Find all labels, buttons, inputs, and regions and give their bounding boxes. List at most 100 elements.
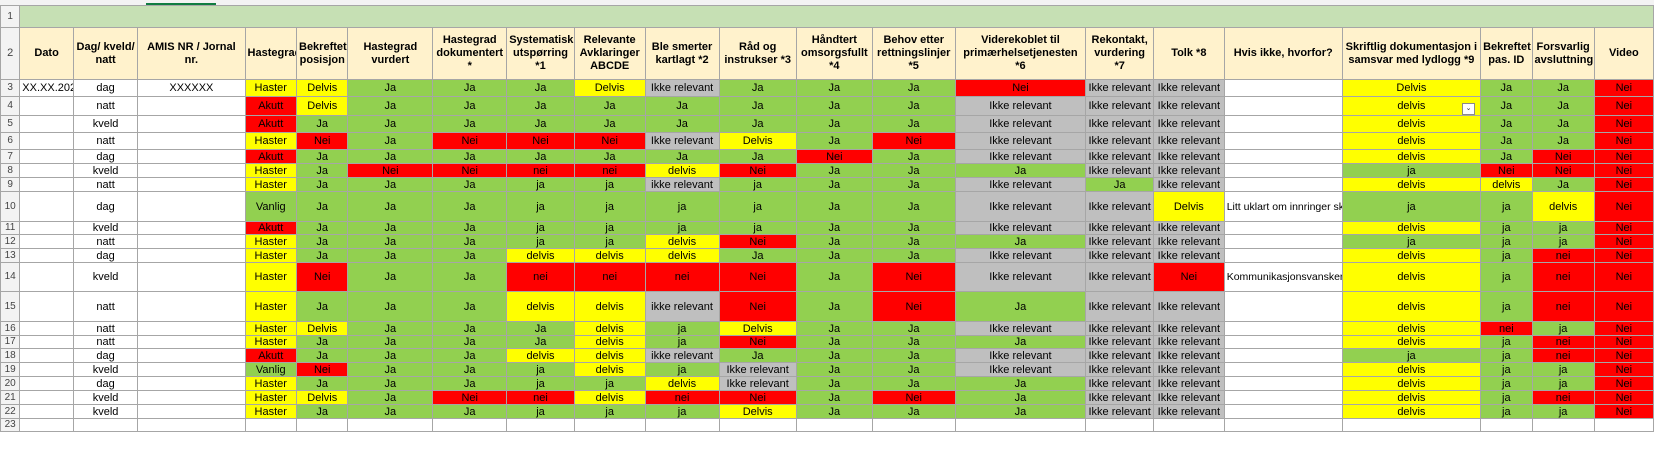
table-cell[interactable] (137, 234, 246, 249)
table-cell[interactable]: ja (506, 376, 575, 391)
table-cell[interactable]: Kommunikasjonsvansker (1223, 262, 1343, 292)
table-cell[interactable]: Ja (1480, 96, 1533, 116)
table-cell[interactable]: Ja (573, 149, 646, 164)
table-cell[interactable] (72, 418, 139, 432)
table-cell[interactable]: Nei (1152, 262, 1225, 292)
table-cell[interactable]: Ikke relevant (644, 132, 720, 150)
table-cell[interactable]: ja (644, 335, 720, 349)
row-number[interactable]: 11 (0, 221, 21, 235)
table-cell[interactable]: Ja (432, 149, 508, 164)
column-header[interactable]: Hastegrad dokumentert * (432, 27, 508, 80)
table-cell[interactable]: delvis (1531, 191, 1595, 222)
table-cell[interactable]: kveld (72, 221, 139, 235)
table-cell[interactable]: ja (1531, 404, 1595, 419)
table-cell[interactable]: ja (1531, 234, 1595, 249)
table-cell[interactable]: Ja (718, 96, 797, 116)
table-cell[interactable]: Ja (795, 79, 873, 97)
table-cell[interactable]: Haster (244, 291, 298, 322)
table-cell[interactable]: nei (573, 163, 646, 178)
table-cell[interactable] (1223, 163, 1343, 178)
row-number[interactable]: 5 (0, 115, 21, 133)
table-cell[interactable]: Nei (1480, 163, 1533, 178)
table-cell[interactable]: ja (1480, 404, 1533, 419)
table-cell[interactable]: ja (718, 177, 797, 192)
table-cell[interactable] (137, 390, 246, 405)
table-cell[interactable]: delvis (644, 234, 720, 249)
table-cell[interactable]: Ikke relevant (1152, 132, 1225, 150)
table-cell[interactable]: Ikke relevant (954, 132, 1087, 150)
table-cell[interactable] (1223, 248, 1343, 263)
table-cell[interactable]: Ja (432, 115, 508, 133)
table-cell[interactable]: Ikke relevant (1152, 376, 1225, 391)
table-cell[interactable]: ja (506, 177, 575, 192)
table-cell[interactable]: ja (506, 191, 575, 222)
table-cell[interactable]: Nei (871, 390, 956, 405)
table-cell[interactable]: delvis (644, 376, 720, 391)
column-header[interactable]: Dag/ kveld/ natt (72, 27, 139, 80)
row-number[interactable]: 9 (0, 177, 21, 192)
table-cell[interactable]: Ja (795, 376, 873, 391)
table-cell[interactable]: Ja (795, 115, 873, 133)
row-number[interactable]: 16 (0, 321, 21, 336)
table-cell[interactable]: delvis (506, 248, 575, 263)
table-cell[interactable]: Ja (347, 404, 434, 419)
table-cell[interactable]: kveld (72, 115, 139, 133)
table-cell[interactable]: Haster (244, 234, 298, 249)
table-cell[interactable] (1223, 291, 1343, 322)
table-cell[interactable]: Akutt (244, 221, 298, 235)
table-cell[interactable]: Ja (795, 321, 873, 336)
row-number[interactable]: 8 (0, 163, 21, 178)
table-cell[interactable]: Ja (795, 404, 873, 419)
row-number[interactable]: 18 (0, 348, 21, 363)
column-header[interactable]: Systematisk utspørring *1 (506, 27, 575, 80)
table-cell[interactable] (295, 418, 349, 432)
table-cell[interactable]: Ikke relevant (1085, 191, 1154, 222)
table-cell[interactable]: Ja (432, 234, 508, 249)
table-cell[interactable]: delvis (1341, 390, 1482, 405)
table-cell[interactable]: delvis (1341, 248, 1482, 263)
table-cell[interactable] (19, 115, 74, 133)
table-cell[interactable]: Akutt (244, 348, 298, 363)
table-cell[interactable]: Nei (295, 362, 349, 377)
table-cell[interactable]: Nei (718, 234, 797, 249)
table-cell[interactable]: Ja (954, 404, 1087, 419)
table-cell[interactable]: delvis (1341, 335, 1482, 349)
table-cell[interactable]: Ja (432, 404, 508, 419)
table-cell[interactable]: Nei (432, 390, 508, 405)
table-cell[interactable] (19, 291, 74, 322)
table-cell[interactable]: ja (1480, 291, 1533, 322)
table-cell[interactable]: ja (1341, 234, 1482, 249)
table-cell[interactable]: Ikke relevant (1085, 321, 1154, 336)
table-cell[interactable]: Ja (1531, 115, 1595, 133)
table-cell[interactable]: Haster (244, 248, 298, 263)
table-cell[interactable]: ja (1480, 335, 1533, 349)
row-number[interactable]: 23 (0, 418, 21, 432)
table-cell[interactable]: ja (1480, 390, 1533, 405)
table-cell[interactable]: delvis (573, 335, 646, 349)
table-cell[interactable]: kveld (72, 362, 139, 377)
table-cell[interactable] (1223, 96, 1343, 116)
table-cell[interactable]: Delvis (1341, 79, 1482, 97)
table-cell[interactable] (137, 362, 246, 377)
table-cell[interactable] (137, 132, 246, 150)
table-cell[interactable]: Ja (432, 96, 508, 116)
table-cell[interactable]: Nei (295, 262, 349, 292)
table-cell[interactable] (506, 418, 575, 432)
table-cell[interactable]: Ikke relevant (954, 321, 1087, 336)
table-cell[interactable]: Ja (432, 191, 508, 222)
table-cell[interactable]: Ja (347, 348, 434, 363)
table-cell[interactable]: Ikke relevant (1085, 390, 1154, 405)
table-cell[interactable]: Nei (871, 262, 956, 292)
table-cell[interactable]: ja (718, 221, 797, 235)
table-cell[interactable]: Ja (432, 321, 508, 336)
table-cell[interactable]: Ja (1480, 132, 1533, 150)
column-header[interactable]: Råd og instrukser *3 (718, 27, 797, 80)
row-number[interactable]: 4 (0, 96, 21, 116)
table-cell[interactable]: Ikke relevant (1085, 262, 1154, 292)
table-cell[interactable]: Ikke relevant (1152, 115, 1225, 133)
table-cell[interactable]: nei (1531, 291, 1595, 322)
dropdown-cell[interactable]: delvis ⌄ (1345, 100, 1478, 115)
table-cell[interactable]: Ja (795, 132, 873, 150)
table-cell[interactable] (19, 335, 74, 349)
table-cell[interactable]: Vanlig (244, 362, 298, 377)
